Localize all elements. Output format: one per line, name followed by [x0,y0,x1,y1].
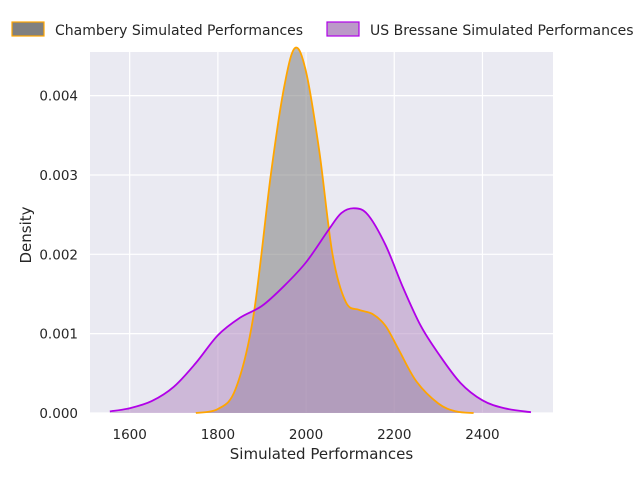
density-area-us-bressane [109,208,531,413]
y-tick-label: 0.002 [39,247,78,263]
axis-tick-labels: 1600 1800 2000 2200 2400 0.000 0.001 0.002 0.003… [39,89,499,443]
y-tick-label: 0.004 [39,89,78,105]
density-line-us-bressane [109,207,532,414]
x-tick-label: 1800 [201,427,235,443]
y-axis-title: Density [17,206,35,263]
x-tick-label: 1600 [113,427,147,443]
density-line-chambery [195,46,474,414]
x-tick-label: 2000 [289,427,323,443]
x-tick-label: 2200 [377,427,411,443]
legend-swatch-chambery [11,21,45,37]
y-tick-label: 0.000 [39,406,78,422]
x-axis-title: Simulated Performances [230,445,414,463]
y-tick-label: 0.001 [39,327,78,343]
legend-swatch-us-bressane [326,21,360,37]
chart-legend: Chambery Simulated Performances US Bress… [11,21,634,39]
y-tick-label: 0.003 [39,168,78,184]
x-tick-label: 2400 [465,427,499,443]
legend-label-chambery: Chambery Simulated Performances [55,23,303,39]
density-series [109,46,532,414]
legend-label-us-bressane: US Bressane Simulated Performances [370,23,634,39]
